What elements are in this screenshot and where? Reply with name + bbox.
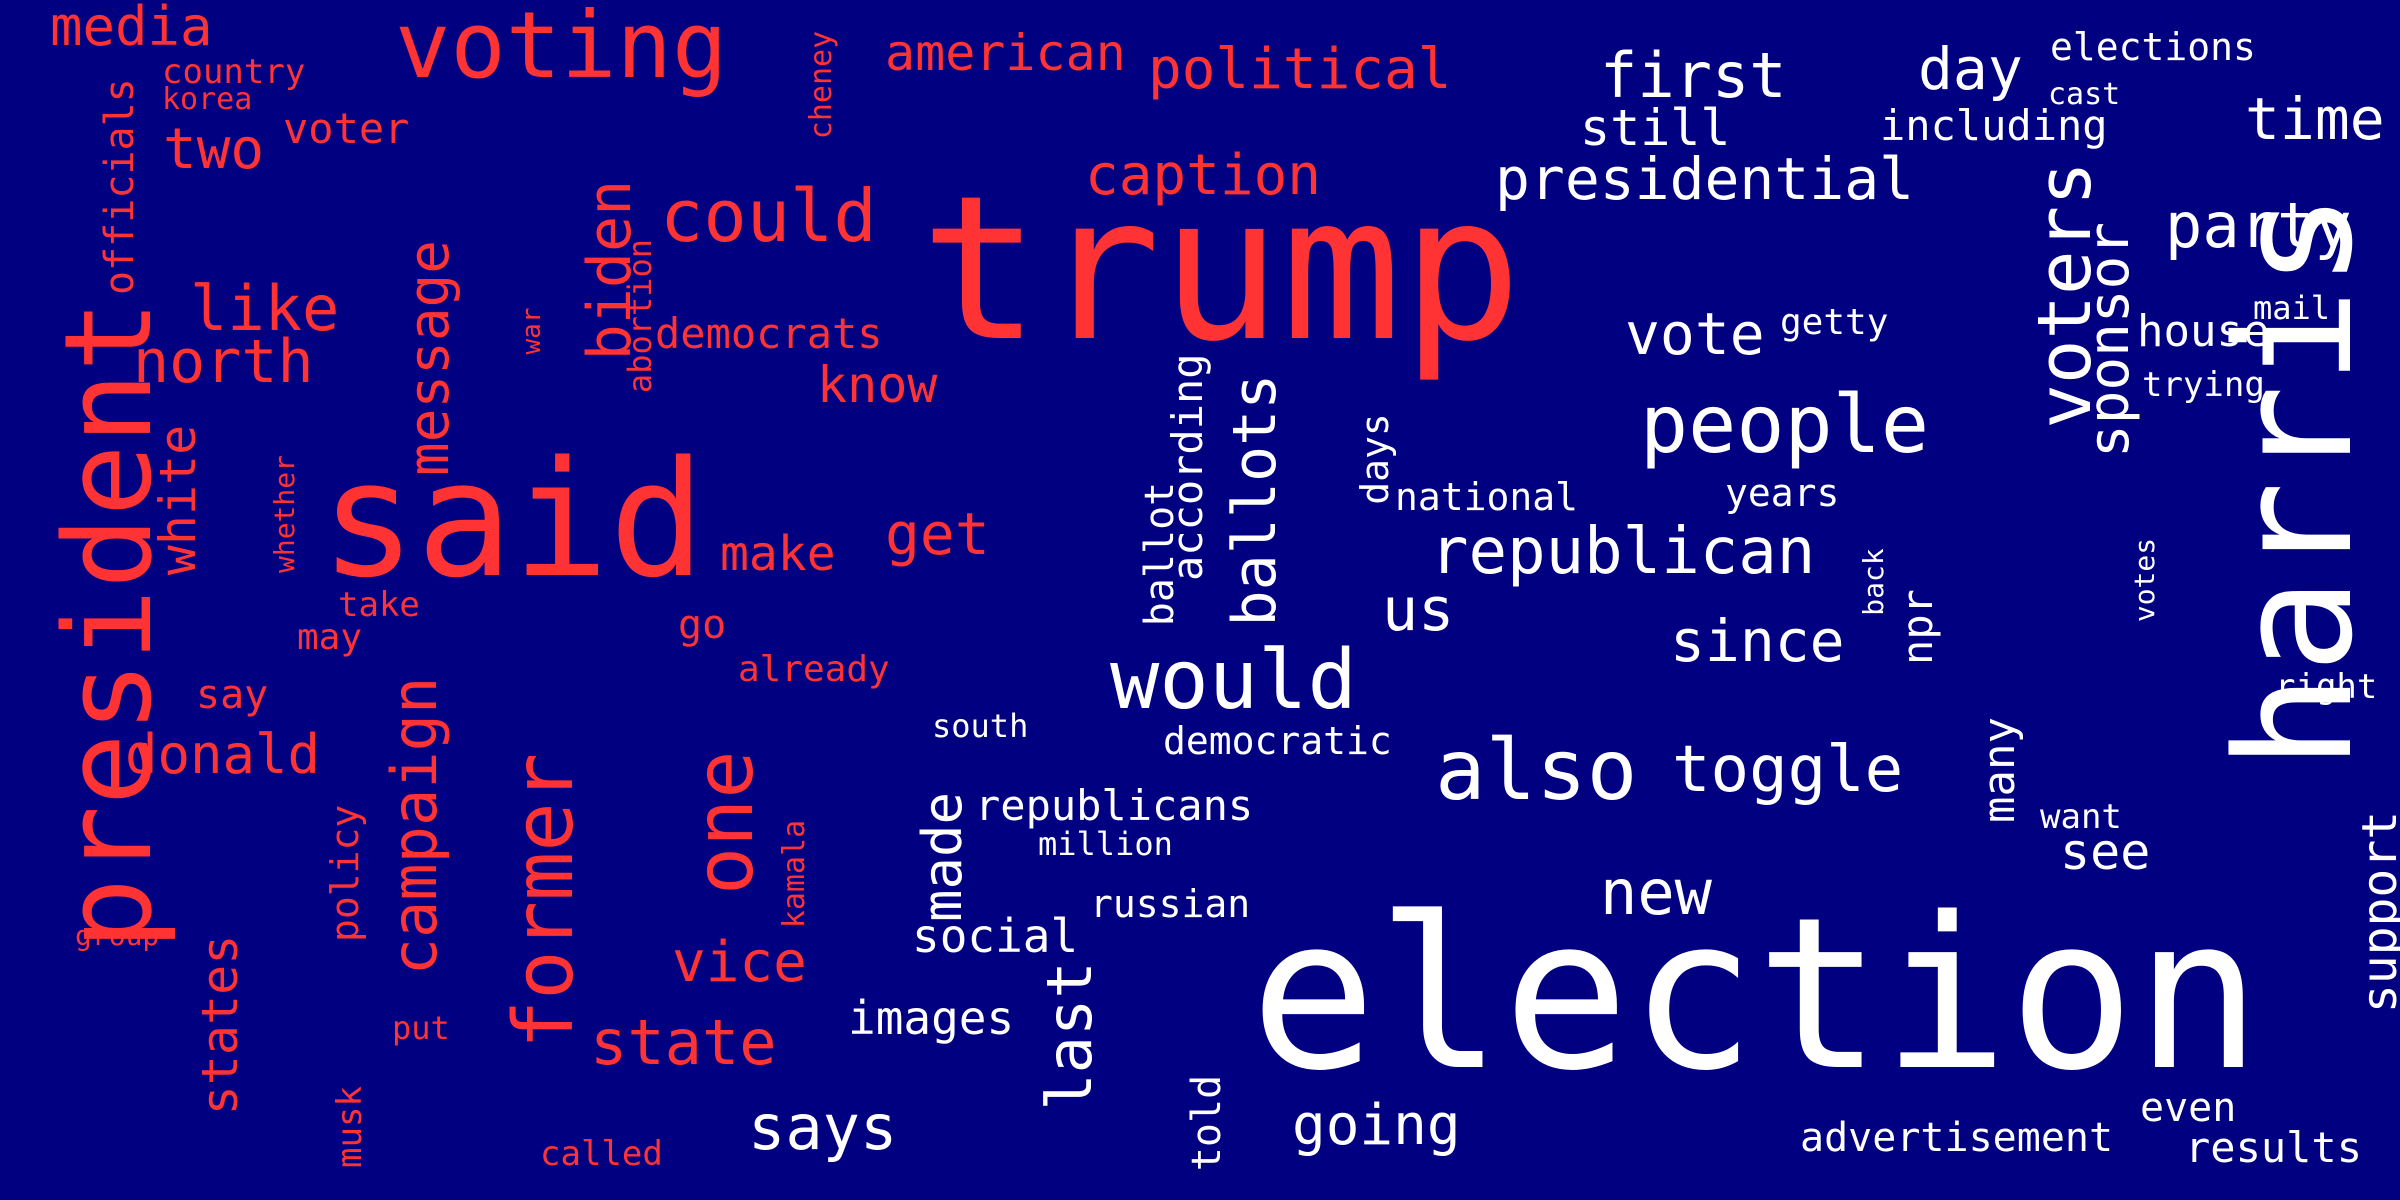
- word-musk: musk: [330, 1086, 370, 1168]
- word-american: american: [885, 24, 1126, 82]
- word-former: former: [497, 752, 592, 1050]
- word-going: going: [1292, 1093, 1461, 1158]
- word-toggle: toggle: [1672, 733, 1904, 807]
- word-elections: elections: [2050, 25, 2256, 69]
- word-trump: trump: [920, 153, 1523, 386]
- word-voter: voter: [283, 104, 410, 153]
- word-mail: mail: [2253, 289, 2331, 327]
- word-vote: vote: [1625, 300, 1765, 368]
- word-donald: donald: [125, 723, 321, 786]
- word-abortion: abortion: [621, 238, 659, 394]
- word-voting: voting: [395, 0, 728, 99]
- word-say: say: [196, 672, 269, 718]
- word-officials: officials: [97, 78, 143, 295]
- word-even: even: [2140, 1085, 2237, 1131]
- word-take: take: [338, 585, 420, 625]
- word-already: already: [738, 649, 890, 690]
- word-vice: vice: [672, 930, 807, 995]
- word-policy: policy: [323, 804, 367, 942]
- word-put: put: [392, 1009, 450, 1047]
- word-cheney: cheney: [804, 30, 839, 140]
- word-war: war: [517, 307, 547, 355]
- word-time: time: [2245, 85, 2385, 153]
- word-korea: korea: [162, 82, 253, 117]
- word-people: people: [1640, 378, 1929, 471]
- word-cast: cast: [2048, 77, 2121, 112]
- word-right: right: [2275, 667, 2378, 707]
- word-states: states: [191, 934, 249, 1116]
- word-north: north: [133, 327, 314, 397]
- word-according: according: [1163, 353, 1212, 581]
- word-still: still: [1580, 99, 1731, 157]
- word-million: million: [1038, 825, 1173, 863]
- word-ballots: ballots: [1220, 373, 1290, 627]
- word-media: media: [50, 0, 213, 58]
- word-including: including: [1880, 101, 2108, 150]
- word-republicans: republicans: [975, 781, 1254, 830]
- word-days: days: [1353, 413, 1397, 505]
- word-years: years: [1725, 471, 1840, 515]
- word-told: told: [1184, 1074, 1230, 1172]
- word-many: many: [1974, 717, 2025, 823]
- word-republican: republican: [1430, 515, 1816, 589]
- word-national: national: [1395, 475, 1579, 519]
- word-two: two: [163, 117, 265, 182]
- word-results: results: [2185, 1123, 2363, 1172]
- word-know: know: [817, 356, 938, 414]
- word-advertisement: advertisement: [1800, 1115, 2114, 1161]
- word-npr: npr: [1893, 589, 1942, 665]
- word-see: see: [2060, 823, 2151, 881]
- word-election: election: [1250, 872, 2262, 1117]
- word-state: state: [590, 1006, 777, 1079]
- word-getty: getty: [1780, 302, 1889, 343]
- word-presidential: presidential: [1495, 145, 1915, 213]
- word-images: images: [848, 991, 1015, 1045]
- word-kamala: kamala: [777, 819, 812, 929]
- word-support: support: [2352, 810, 2400, 1014]
- word-like: like: [190, 272, 340, 345]
- word-since: since: [1670, 607, 1845, 675]
- word-new: new: [1600, 856, 1712, 929]
- word-one: one: [678, 750, 771, 896]
- word-want: want: [2040, 797, 2122, 837]
- word-democrats: democrats: [655, 309, 883, 358]
- word-democratic: democratic: [1163, 719, 1392, 763]
- word-campaign: campaign: [378, 676, 451, 976]
- word-back: back: [1857, 548, 1890, 616]
- word-white: white: [149, 424, 207, 576]
- word-may: may: [297, 617, 363, 658]
- word-group: group: [75, 919, 160, 952]
- word-whether: whether: [268, 455, 301, 574]
- word-first: first: [1600, 39, 1787, 112]
- word-us: us: [1382, 575, 1455, 645]
- word-go: go: [678, 602, 727, 648]
- word-says: says: [748, 1091, 898, 1164]
- word-political: political: [1148, 37, 1452, 102]
- word-get: get: [885, 500, 990, 568]
- word-party: party: [2165, 189, 2352, 262]
- word-russian: russian: [1090, 882, 1251, 926]
- word-trying: trying: [2142, 365, 2265, 405]
- word-caption: caption: [1085, 143, 1322, 208]
- word-house: house: [2137, 306, 2270, 357]
- word-last: last: [1033, 961, 1106, 1111]
- word-country: country: [162, 52, 306, 92]
- word-votes: votes: [2128, 537, 2161, 623]
- word-could: could: [660, 174, 877, 258]
- word-make: make: [720, 526, 836, 582]
- word-day: day: [1918, 35, 2023, 103]
- word-also: also: [1435, 721, 1638, 819]
- word-called: called: [540, 1134, 663, 1174]
- word-sponsor: sponsor: [2077, 222, 2142, 459]
- word-said: said: [320, 426, 706, 613]
- word-social: social: [912, 909, 1079, 963]
- word-message: message: [397, 240, 462, 477]
- word-would: would: [1110, 633, 1357, 728]
- word-south: south: [932, 707, 1029, 745]
